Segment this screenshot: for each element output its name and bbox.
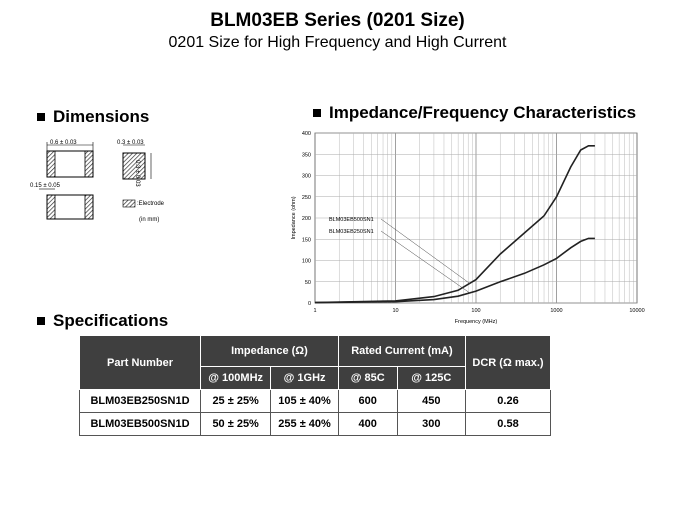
table-row: BLM03EB500SN1D 50 ± 25% 255 ± 40% 400 30… <box>79 412 551 436</box>
dim-height-label: 0.3 ± 0.03 <box>134 160 140 187</box>
dim-depth-label: 0.3 ± 0.03 <box>117 140 144 146</box>
table-cell: 0.26 <box>465 389 551 413</box>
table-cell: 300 <box>396 412 467 436</box>
x-tick-label: 10000 <box>629 308 644 314</box>
y-axis-label: Impedance (ohm) <box>291 196 297 239</box>
x-tick-label: 100 <box>471 308 480 314</box>
y-tick-label: 400 <box>302 131 311 137</box>
col-1ghz: @ 1GHz <box>270 366 339 390</box>
series-label: BLM03EB250SN1 <box>329 229 374 235</box>
y-tick-label: 100 <box>302 259 311 265</box>
electrode-legend-label: :Electrode <box>137 201 165 207</box>
table-row: BLM03EB250SN1D 25 ± 25% 105 ± 40% 600 45… <box>79 389 551 413</box>
x-axis-label: Frequency (MHz) <box>455 319 498 325</box>
y-tick-label: 250 <box>302 195 311 201</box>
dimensions-heading: Dimensions <box>37 107 149 127</box>
y-tick-label: 200 <box>302 216 311 222</box>
series-leader-line <box>380 218 471 284</box>
impedance-heading-label: Impedance/Frequency Characteristics <box>329 103 637 122</box>
dim-electrode-label: 0.15 ± 0.05 <box>30 183 60 189</box>
table-cell: BLM03EB500SN1D <box>79 412 201 436</box>
bullet-square-icon <box>37 317 45 325</box>
y-tick-label: 50 <box>305 280 311 286</box>
impedance-frequency-chart: 0 50 100 150 200 250 300 350 400 1 10 100 1000 10000 F… <box>291 131 645 325</box>
table-cell: 50 ± 25% <box>199 412 272 436</box>
col-125c: @ 125C <box>396 366 467 390</box>
specifications-heading: Specifications <box>37 311 168 331</box>
y-tick-label: 350 <box>302 152 311 158</box>
col-rated-current: Rated Current (mA) <box>337 335 467 367</box>
y-tick-label: 0 <box>308 301 311 307</box>
table-cell: 0.58 <box>465 412 551 436</box>
bullet-square-icon <box>313 109 321 117</box>
table-cell: 25 ± 25% <box>199 389 272 413</box>
y-tick-label: 150 <box>302 237 311 243</box>
series-label: BLM03EB500SN1 <box>329 217 374 223</box>
impedance-heading: Impedance/Frequency Characteristics <box>313 103 636 123</box>
component-bottom-view <box>39 188 94 220</box>
page-subtitle: 0201 Size for High Frequency and High Cu… <box>168 34 507 51</box>
bullet-square-icon <box>37 113 45 121</box>
x-tick-label: 1 <box>313 308 316 314</box>
table-cell: 400 <box>337 412 398 436</box>
series-line <box>314 237 595 304</box>
table-cell: 600 <box>337 389 398 413</box>
unit-note: (in mm) <box>139 217 160 223</box>
component-side-view <box>122 144 152 180</box>
col-85c: @ 85C <box>337 366 398 390</box>
dimensions-drawing <box>39 142 152 220</box>
table-cell: 105 ± 40% <box>270 389 339 413</box>
dimensions-heading-label: Dimensions <box>53 107 150 126</box>
col-dcr: DCR (Ω max.) <box>465 335 551 390</box>
specifications-table: Part Number Impedance (Ω) Rated Current … <box>79 335 551 436</box>
table-cell: 450 <box>396 389 467 413</box>
x-tick-label: 10 <box>392 308 398 314</box>
series-line <box>314 145 595 304</box>
col-part-number: Part Number <box>79 335 201 390</box>
electrode-legend-swatch <box>122 199 136 208</box>
series-leader-line <box>380 230 471 294</box>
specifications-heading-label: Specifications <box>53 311 169 330</box>
y-tick-label: 300 <box>302 174 311 180</box>
dim-width-label: 0.6 ± 0.03 <box>50 140 77 146</box>
page-title: BLM03EB Series (0201 Size) <box>210 10 465 31</box>
component-top-view <box>46 142 94 178</box>
table-cell: 255 ± 40% <box>270 412 339 436</box>
x-tick-label: 1000 <box>550 308 562 314</box>
col-impedance: Impedance (Ω) <box>200 335 339 367</box>
col-100mhz: @ 100MHz <box>199 366 272 390</box>
table-cell: BLM03EB250SN1D <box>79 389 201 413</box>
